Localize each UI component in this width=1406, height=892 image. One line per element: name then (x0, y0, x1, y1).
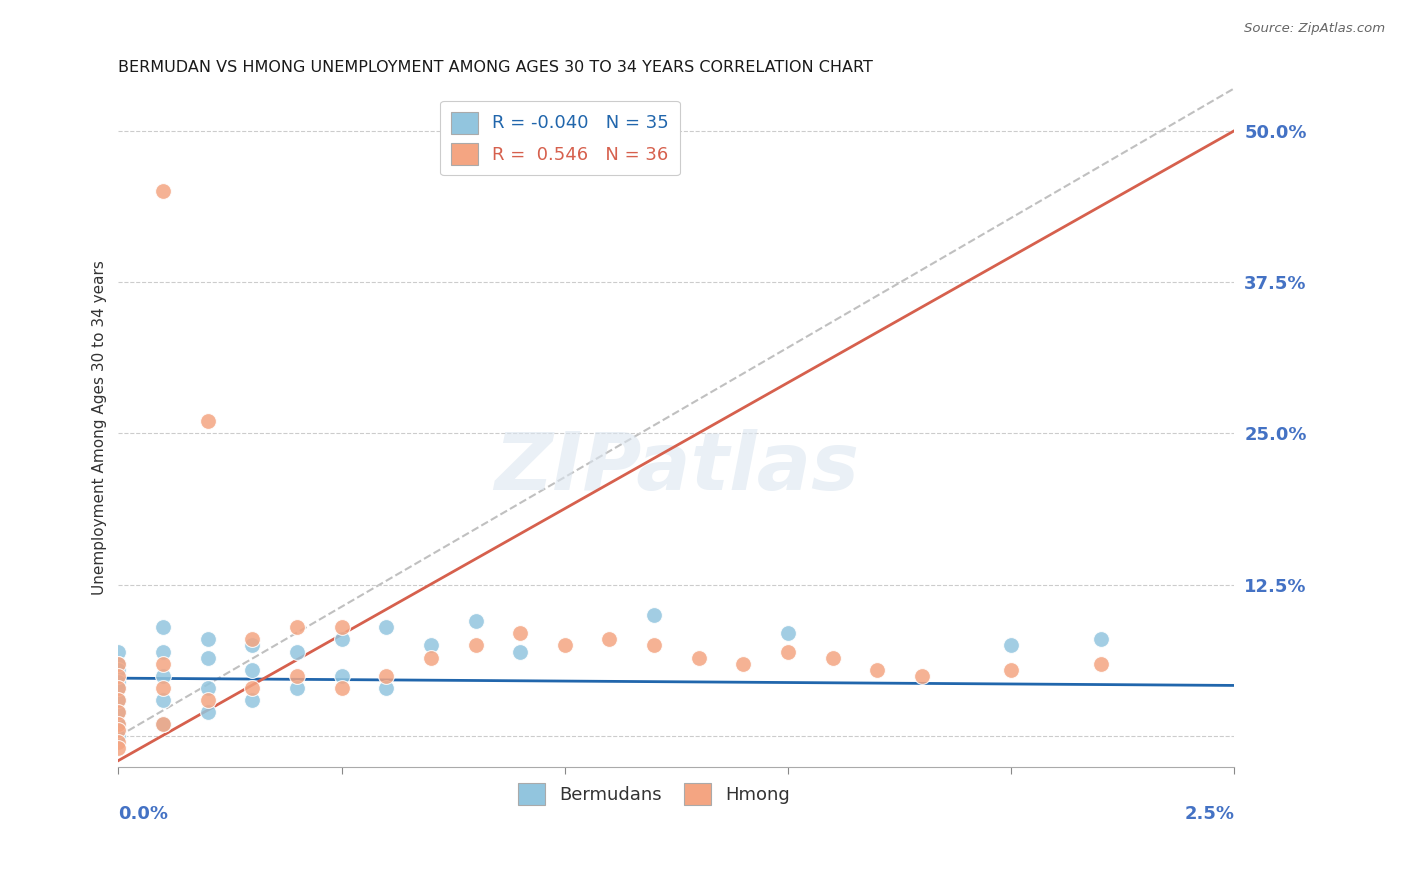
Point (152, 669, 174, 683)
Point (285, 620, 308, 634)
Point (107, 674, 129, 689)
Point (152, 644, 174, 658)
Point (643, 639, 665, 653)
Point (197, 681, 219, 695)
Point (330, 681, 353, 695)
Point (1090, 632, 1112, 647)
Point (152, 681, 174, 695)
Point (643, 608, 665, 623)
Point (733, 657, 755, 671)
Text: 0.0%: 0.0% (118, 805, 169, 823)
Point (330, 632, 353, 647)
Point (375, 669, 398, 683)
Point (107, 663, 129, 677)
Point (911, 669, 934, 683)
Legend: Bermudans, Hmong: Bermudans, Hmong (510, 775, 797, 812)
Point (107, 681, 129, 695)
Text: BERMUDAN VS HMONG UNEMPLOYMENT AMONG AGES 30 TO 34 YEARS CORRELATION CHART: BERMUDAN VS HMONG UNEMPLOYMENT AMONG AGE… (118, 60, 873, 75)
Point (776, 644, 799, 658)
Point (152, 657, 174, 671)
Point (197, 650, 219, 665)
Point (107, 705, 129, 719)
Point (375, 681, 398, 695)
Point (866, 663, 889, 677)
Point (285, 669, 308, 683)
Point (107, 644, 129, 658)
Point (152, 184, 174, 198)
Point (107, 693, 129, 707)
Point (107, 681, 129, 695)
Point (419, 639, 441, 653)
Point (107, 705, 129, 719)
Point (107, 693, 129, 707)
Point (152, 717, 174, 731)
Point (152, 693, 174, 707)
Point (197, 705, 219, 719)
Point (197, 693, 219, 707)
Point (240, 632, 263, 647)
Text: 2.5%: 2.5% (1184, 805, 1234, 823)
Point (285, 644, 308, 658)
Point (240, 639, 263, 653)
Point (152, 620, 174, 634)
Point (107, 723, 129, 738)
Point (197, 632, 219, 647)
Point (821, 650, 844, 665)
Point (107, 735, 129, 749)
Point (776, 626, 799, 640)
Point (107, 657, 129, 671)
Point (152, 717, 174, 731)
Y-axis label: Unemployment Among Ages 30 to 34 years: Unemployment Among Ages 30 to 34 years (93, 260, 107, 595)
Point (240, 681, 263, 695)
Point (330, 620, 353, 634)
Point (419, 650, 441, 665)
Point (464, 614, 486, 628)
Point (598, 632, 620, 647)
Point (107, 741, 129, 756)
Point (240, 693, 263, 707)
Point (1000, 663, 1022, 677)
Point (1090, 657, 1112, 671)
Point (107, 669, 129, 683)
Point (330, 669, 353, 683)
Point (107, 717, 129, 731)
Point (375, 620, 398, 634)
Point (688, 650, 710, 665)
Point (107, 657, 129, 671)
Point (285, 681, 308, 695)
Point (1000, 639, 1022, 653)
Point (107, 723, 129, 738)
Point (554, 639, 576, 653)
Point (509, 626, 531, 640)
Point (509, 644, 531, 658)
Point (107, 717, 129, 731)
Point (107, 729, 129, 743)
Point (240, 663, 263, 677)
Text: Source: ZipAtlas.com: Source: ZipAtlas.com (1244, 22, 1385, 36)
Point (197, 414, 219, 428)
Text: ZIPatlas: ZIPatlas (494, 429, 859, 508)
Point (464, 639, 486, 653)
